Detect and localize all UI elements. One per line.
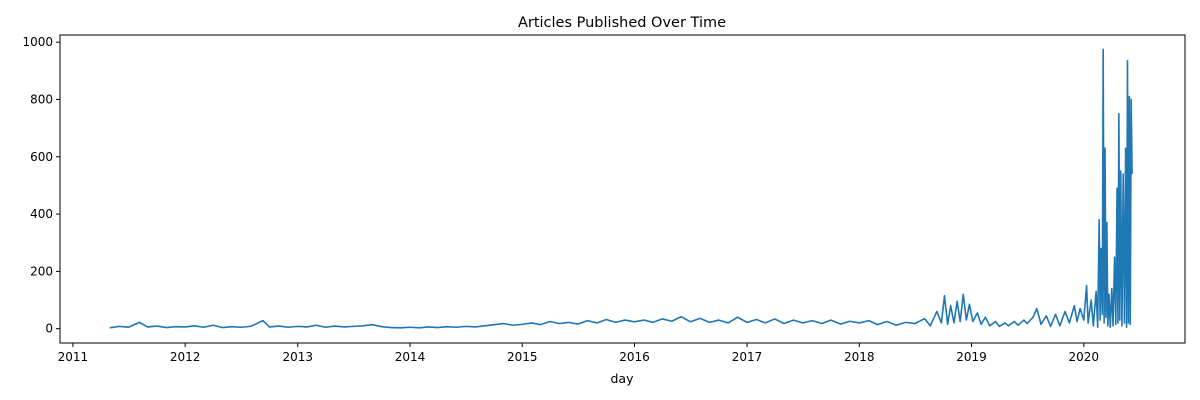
x-tick-label: 2016 [619,350,650,364]
x-tick-label: 2012 [170,350,201,364]
x-tick-label: 2018 [844,350,875,364]
chart-title: Articles Published Over Time [518,15,726,31]
y-axis: 0 200 400 600 800 1000 [22,35,60,336]
x-tick-label: 2014 [395,350,426,364]
y-tick-label: 200 [30,264,53,278]
x-tick-label: 2017 [732,350,763,364]
y-tick-label: 800 [30,92,53,106]
x-tick-label: 2020 [1069,350,1100,364]
x-tick-label: 2011 [58,350,89,364]
plot-area: 2011 2012 2013 2014 2015 2016 2017 2018 2019 2020… [22,34,1186,364]
series-layer [109,48,1133,329]
y-tick-label: 400 [30,207,53,221]
x-tick-label: 2019 [956,350,987,364]
y-tick-label: 600 [30,150,53,164]
y-tick-label: 0 [45,322,53,336]
y-tick-label: 1000 [22,35,53,49]
x-tick-label: 2013 [282,350,313,364]
x-axis: 2011 2012 2013 2014 2015 2016 2017 2018 2019 2020 [58,343,1099,364]
x-tick-label: 2015 [507,350,538,364]
series-line-0 [109,48,1133,329]
axes-frame [59,34,1186,344]
x-axis-label: day [611,371,635,386]
